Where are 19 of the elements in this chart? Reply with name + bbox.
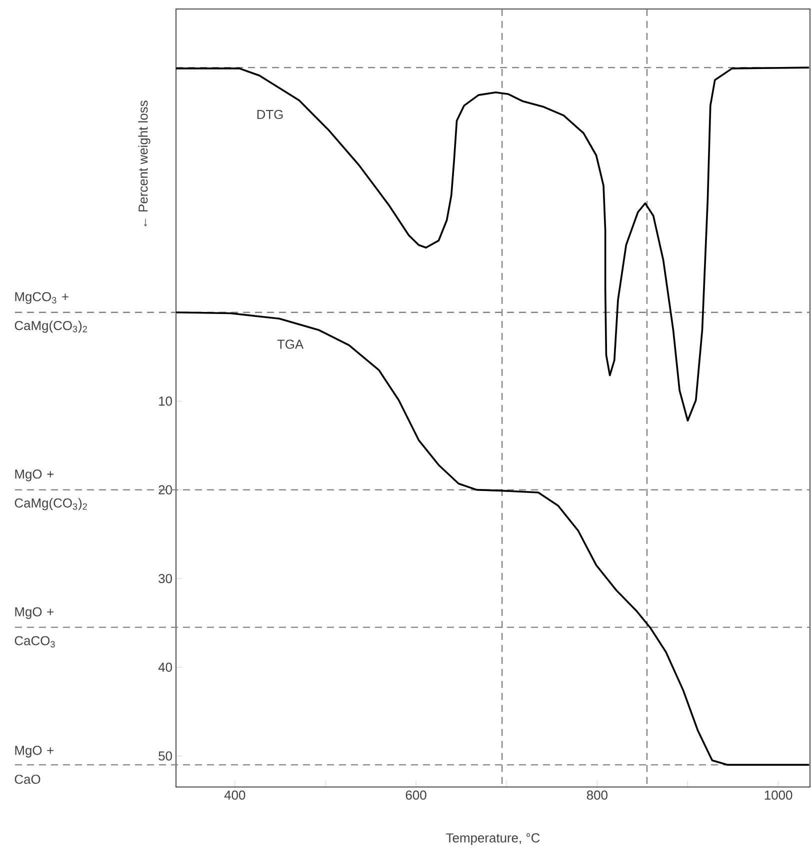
y-tick-label: 20 bbox=[158, 485, 172, 494]
line-series bbox=[175, 66, 810, 422]
x-axis-title: Temperature, °C bbox=[446, 833, 540, 846]
y-tick-label: 40 bbox=[158, 662, 172, 672]
x-tick-label: 800 bbox=[586, 790, 608, 800]
text: MgO + CaMg(CO$_{3}$)$_{2}$ bbox=[14, 470, 87, 510]
x-tick-label: 400 bbox=[224, 790, 246, 800]
text: MgCO$_{3}$ + CaMg(CO$_{3}$)$_{2}$ bbox=[14, 292, 87, 333]
line-series bbox=[175, 311, 810, 766]
y-axis-title: ← Percent weight loss bbox=[138, 100, 150, 226]
x-tick-label: 1000 bbox=[764, 790, 792, 800]
text: MgO + CaO bbox=[14, 746, 54, 784]
series-label: DTG bbox=[257, 110, 283, 120]
y-tick-label: 50 bbox=[158, 751, 172, 761]
series-label: TGA bbox=[277, 340, 304, 349]
y-tick-label: 30 bbox=[158, 574, 172, 584]
text: MgO + CaCO$_{3}$ bbox=[14, 607, 55, 648]
x-tick-label: 600 bbox=[406, 790, 426, 800]
y-tick-label: 10 bbox=[159, 396, 172, 406]
